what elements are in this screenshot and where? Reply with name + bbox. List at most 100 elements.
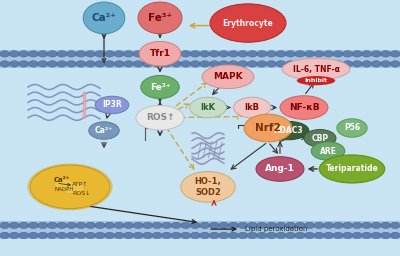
Ellipse shape: [267, 121, 309, 140]
Circle shape: [104, 222, 114, 229]
Circle shape: [95, 232, 105, 239]
Text: IP3R: IP3R: [102, 100, 122, 110]
Circle shape: [162, 232, 172, 239]
Circle shape: [352, 51, 362, 57]
Circle shape: [324, 61, 334, 67]
Circle shape: [295, 61, 305, 67]
Circle shape: [314, 222, 324, 229]
Circle shape: [219, 222, 229, 229]
Text: IkK: IkK: [200, 103, 216, 112]
Circle shape: [324, 51, 334, 57]
Ellipse shape: [30, 165, 110, 209]
Ellipse shape: [68, 184, 84, 193]
Circle shape: [314, 232, 324, 239]
Ellipse shape: [190, 97, 226, 118]
Text: ARE: ARE: [320, 146, 336, 156]
Circle shape: [200, 51, 210, 57]
Circle shape: [133, 222, 143, 229]
Circle shape: [152, 222, 162, 229]
FancyBboxPatch shape: [0, 50, 400, 68]
Circle shape: [57, 222, 67, 229]
Text: ROS↑: ROS↑: [146, 113, 174, 122]
Circle shape: [200, 222, 210, 229]
Circle shape: [142, 51, 153, 57]
Text: Inhibit: Inhibit: [304, 78, 328, 83]
Circle shape: [104, 232, 114, 239]
Circle shape: [0, 51, 10, 57]
Circle shape: [200, 61, 210, 67]
Circle shape: [124, 222, 134, 229]
Ellipse shape: [89, 122, 119, 139]
Ellipse shape: [54, 179, 74, 189]
Circle shape: [47, 51, 58, 57]
Text: MAPK: MAPK: [213, 72, 243, 81]
Circle shape: [181, 222, 191, 229]
Circle shape: [190, 51, 200, 57]
Text: Lipid peroxidation: Lipid peroxidation: [245, 226, 307, 232]
Circle shape: [257, 61, 267, 67]
Circle shape: [104, 51, 114, 57]
Circle shape: [352, 222, 362, 229]
Circle shape: [9, 232, 19, 239]
Circle shape: [57, 51, 67, 57]
Ellipse shape: [181, 172, 235, 202]
Circle shape: [76, 232, 86, 239]
Text: CBP: CBP: [312, 134, 328, 143]
Circle shape: [352, 61, 362, 67]
Circle shape: [371, 61, 381, 67]
Circle shape: [86, 232, 96, 239]
Circle shape: [266, 51, 276, 57]
Circle shape: [333, 51, 343, 57]
Circle shape: [9, 51, 19, 57]
Circle shape: [66, 61, 76, 67]
Circle shape: [371, 232, 381, 239]
Circle shape: [276, 222, 286, 229]
Circle shape: [162, 51, 172, 57]
Circle shape: [238, 222, 248, 229]
Text: Erythrocyte: Erythrocyte: [223, 18, 273, 28]
Circle shape: [152, 51, 162, 57]
Circle shape: [19, 232, 29, 239]
Circle shape: [76, 61, 86, 67]
Ellipse shape: [280, 96, 328, 119]
Circle shape: [324, 232, 334, 239]
Ellipse shape: [28, 164, 112, 210]
Ellipse shape: [282, 58, 350, 80]
Circle shape: [362, 222, 372, 229]
Text: Ca²⁺: Ca²⁺: [95, 126, 113, 135]
Circle shape: [95, 222, 105, 229]
Circle shape: [371, 222, 381, 229]
Circle shape: [304, 61, 314, 67]
Text: Fe²⁺: Fe²⁺: [150, 82, 170, 92]
Circle shape: [124, 232, 134, 239]
Circle shape: [266, 61, 276, 67]
Circle shape: [362, 232, 372, 239]
Circle shape: [381, 222, 391, 229]
Circle shape: [219, 51, 229, 57]
Circle shape: [47, 232, 58, 239]
Circle shape: [390, 222, 400, 229]
Circle shape: [257, 232, 267, 239]
Circle shape: [209, 222, 219, 229]
Circle shape: [304, 51, 314, 57]
Circle shape: [114, 232, 124, 239]
Circle shape: [381, 232, 391, 239]
Circle shape: [171, 61, 181, 67]
Text: Ca²⁺: Ca²⁺: [92, 13, 116, 23]
Circle shape: [219, 232, 229, 239]
FancyBboxPatch shape: [0, 221, 400, 239]
Circle shape: [304, 222, 314, 229]
Ellipse shape: [244, 114, 292, 142]
Circle shape: [181, 232, 191, 239]
Text: IL-6, TNF-α: IL-6, TNF-α: [292, 65, 340, 74]
Circle shape: [142, 61, 153, 67]
Circle shape: [19, 222, 29, 229]
Text: IkB: IkB: [244, 103, 260, 112]
Ellipse shape: [138, 2, 182, 34]
Circle shape: [390, 232, 400, 239]
Circle shape: [266, 222, 276, 229]
Text: Ang-1: Ang-1: [265, 164, 295, 174]
Circle shape: [314, 51, 324, 57]
Circle shape: [181, 51, 191, 57]
Circle shape: [86, 61, 96, 67]
